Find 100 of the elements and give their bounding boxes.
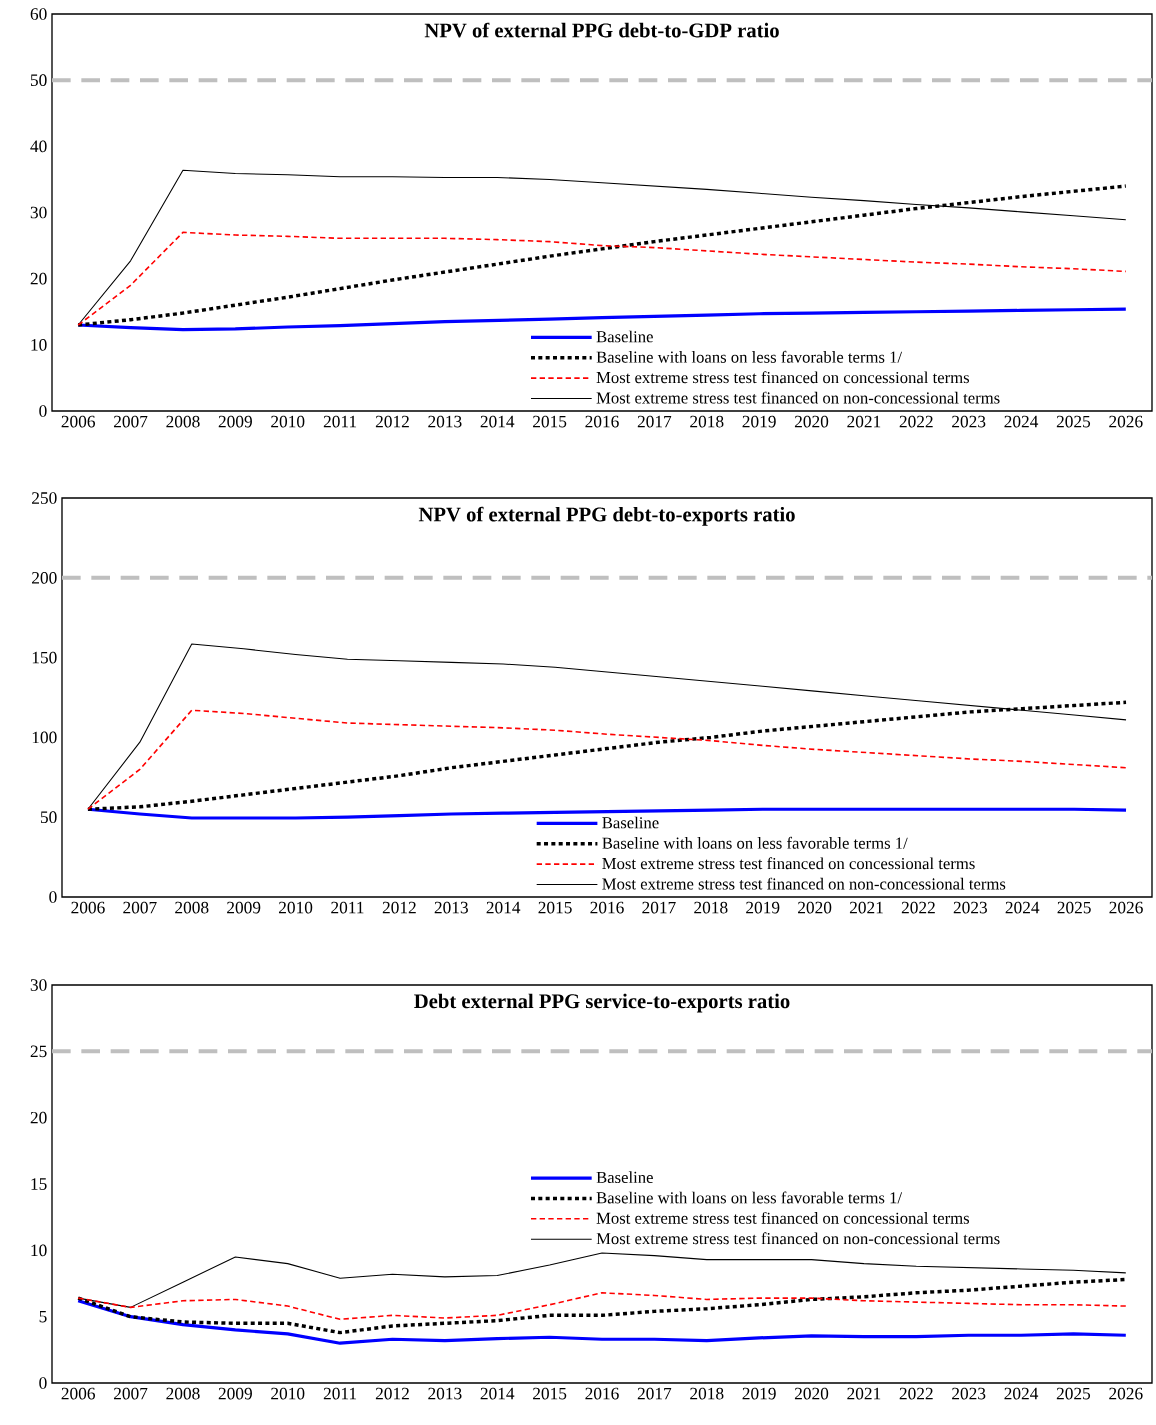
- y-tick-label: 5: [39, 1310, 47, 1323]
- x-tick-label: 2026: [1109, 1387, 1143, 1400]
- y-tick-label: 250: [32, 492, 57, 504]
- x-tick-label: 2020: [798, 901, 832, 914]
- x-tick-label: 2023: [952, 415, 986, 428]
- x-tick-label: 2009: [218, 415, 252, 428]
- x-tick-label: 2024: [1005, 901, 1040, 914]
- x-tick-label: 2025: [1056, 415, 1091, 428]
- x-tick-label: 2026: [1109, 415, 1143, 428]
- x-tick-label: 2024: [1004, 1387, 1039, 1400]
- x-tick-label: 2023: [953, 901, 987, 914]
- x-tick-label: 2007: [123, 901, 157, 914]
- y-tick-label: 60: [30, 8, 47, 20]
- y-tick-label: 100: [32, 731, 57, 744]
- x-tick-label: 2020: [794, 1387, 829, 1400]
- x-tick-label: 2015: [533, 415, 567, 428]
- x-tick-label: 2018: [690, 415, 724, 428]
- legend-label: Baseline: [596, 330, 653, 343]
- legend-label: Baseline: [596, 1171, 653, 1184]
- y-tick-label: 15: [31, 1178, 47, 1190]
- x-tick-label: 2025: [1057, 901, 1091, 914]
- x-tick-label: 2017: [642, 901, 676, 914]
- y-tick-label: 30: [30, 206, 47, 219]
- legend-label: Most extreme stress test financed on concessional terms: [602, 857, 975, 870]
- x-tick-label: 2013: [428, 415, 462, 428]
- x-tick-label: 2015: [538, 901, 572, 914]
- x-tick-label: 2008: [166, 1387, 200, 1400]
- x-tick-label: 2011: [323, 415, 357, 428]
- y-tick-label: 0: [39, 405, 47, 417]
- y-tick-label: 150: [32, 651, 57, 664]
- x-tick-label: 2012: [375, 1387, 409, 1400]
- x-tick-label: 2013: [428, 1387, 462, 1400]
- x-tick-label: 2014: [480, 1387, 515, 1400]
- x-tick-label: 2008: [166, 415, 200, 428]
- x-tick-label: 2012: [382, 901, 416, 914]
- legend-label: Most extreme stress test financed on non-concessional terms: [596, 391, 1000, 404]
- x-tick-label: 2006: [61, 1387, 96, 1400]
- x-tick-label: 2013: [434, 901, 468, 914]
- x-tick-label: 2017: [637, 1387, 672, 1400]
- line-series: [77, 1291, 1127, 1321]
- x-tick-label: 2024: [1004, 415, 1039, 428]
- line-series: [76, 1299, 1128, 1345]
- x-tick-label: 2012: [375, 415, 409, 428]
- x-tick-label: 2016: [590, 901, 624, 914]
- x-tick-label: 2007: [113, 1387, 148, 1400]
- x-tick-label: 2021: [849, 901, 883, 914]
- x-tick-label: 2022: [901, 901, 935, 914]
- y-tick-label: 30: [30, 979, 47, 991]
- legend-label: Baseline with loans on less favorable terms 1/: [602, 836, 908, 849]
- x-tick-label: 2021: [847, 1387, 881, 1400]
- x-tick-label: 2022: [899, 1387, 933, 1400]
- x-tick-label: 2022: [899, 415, 933, 428]
- x-tick-label: 2016: [585, 1387, 619, 1400]
- y-tick-label: 10: [31, 339, 47, 351]
- x-tick-label: 2019: [746, 901, 780, 914]
- x-tick-label: 2014: [480, 415, 515, 428]
- y-tick-label: 20: [30, 272, 47, 285]
- y-tick-label: 0: [49, 891, 57, 903]
- legend-label: Most extreme stress test financed on non-concessional terms: [602, 877, 1006, 890]
- chart-title: Debt external PPG service-to-exports ratio: [414, 993, 790, 1013]
- legend-label: Baseline with loans on less favorable terms 1/: [596, 350, 903, 363]
- y-tick-label: 40: [30, 140, 47, 153]
- chart-title: NPV of external PPG debt-to-GDP ratio: [424, 22, 779, 38]
- x-tick-label: 2008: [175, 901, 209, 914]
- x-tick-label: 2009: [227, 901, 261, 914]
- x-tick-label: 2020: [794, 415, 829, 428]
- x-tick-label: 2006: [61, 415, 96, 428]
- legend-label: Most extreme stress test financed on non-concessional terms: [596, 1232, 1000, 1245]
- x-tick-label: 2015: [533, 1387, 567, 1400]
- x-tick-label: 2011: [323, 1387, 357, 1400]
- y-tick-label: 0: [39, 1377, 47, 1389]
- x-tick-label: 2018: [694, 901, 728, 914]
- legend-label: Baseline: [602, 816, 659, 829]
- y-tick-label: 25: [30, 1045, 47, 1058]
- y-tick-label: 10: [31, 1244, 47, 1257]
- x-tick-label: 2010: [278, 901, 313, 914]
- x-tick-label: 2018: [690, 1387, 724, 1400]
- x-tick-label: 2026: [1109, 901, 1143, 914]
- chart-title: NPV of external PPG debt-to-exports ratio: [418, 506, 795, 526]
- x-tick-label: 2025: [1056, 1387, 1091, 1400]
- x-tick-label: 2006: [71, 901, 105, 914]
- x-tick-label: 2023: [952, 1387, 986, 1400]
- legend-label: Most extreme stress test financed on concessional terms: [596, 1211, 970, 1224]
- y-tick-label: 50: [40, 811, 57, 824]
- y-tick-label: 200: [32, 571, 57, 584]
- legend-label: Baseline with loans on less favorable terms 1/: [596, 1191, 903, 1204]
- x-tick-label: 2010: [271, 1387, 305, 1400]
- x-tick-label: 2019: [742, 415, 776, 428]
- x-tick-label: 2017: [637, 415, 672, 428]
- y-tick-label: 20: [30, 1111, 47, 1124]
- x-tick-label: 2011: [331, 901, 364, 914]
- x-tick-label: 2009: [218, 1387, 252, 1400]
- y-tick-label: 50: [30, 74, 47, 87]
- x-tick-label: 2010: [271, 415, 305, 428]
- legend-label: Most extreme stress test financed on concessional terms: [596, 371, 970, 384]
- x-tick-label: 2019: [742, 1387, 776, 1400]
- x-tick-label: 2016: [585, 415, 619, 428]
- x-tick-label: 2007: [113, 415, 148, 428]
- x-tick-label: 2014: [486, 901, 521, 914]
- x-tick-label: 2021: [847, 415, 881, 428]
